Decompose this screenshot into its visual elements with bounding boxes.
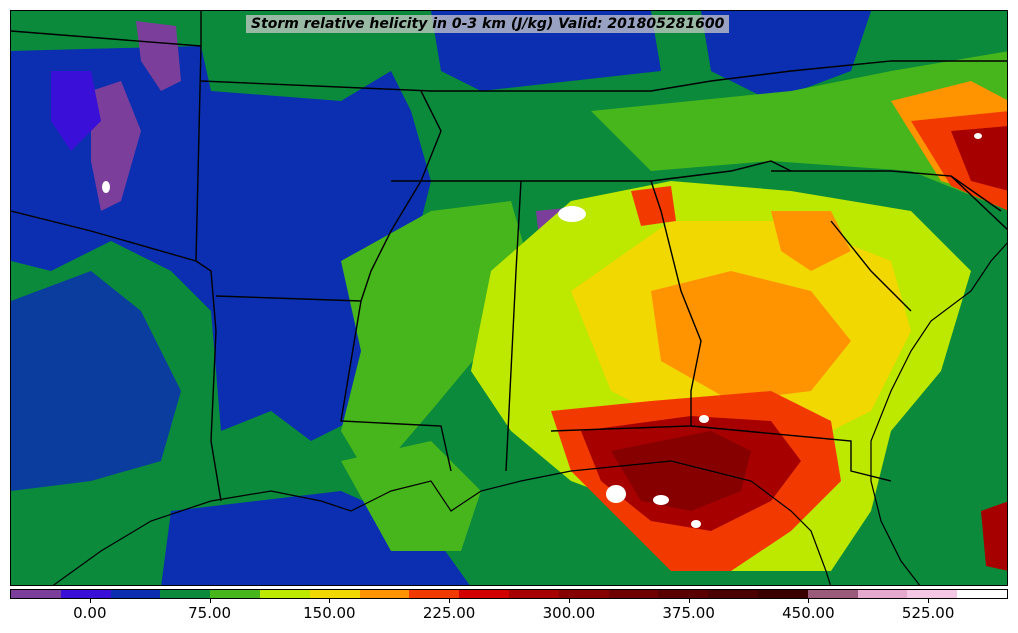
field-lightgreen-1 [341, 201, 531, 481]
colorbar-segment [60, 590, 111, 598]
colorbar-tick-mark [688, 599, 690, 603]
field-white-5 [102, 181, 110, 193]
colorbar-segment [907, 590, 958, 598]
field-blue-east [701, 11, 871, 101]
colorbar-segment [807, 590, 858, 598]
field-orange-1 [651, 271, 851, 401]
field-red-2 [631, 186, 676, 226]
atlantic-coast [870, 242, 1007, 585]
field-blue-2 [11, 271, 181, 491]
colorbar-tick-label: 375.00 [662, 604, 715, 622]
colorbar-segment [110, 590, 161, 598]
field-orange-2 [771, 211, 851, 271]
colorbar-segment [160, 590, 211, 598]
colorbar-segment [508, 590, 559, 598]
colorbar-segment [608, 590, 659, 598]
field-purple-2 [136, 21, 181, 91]
colorbar-tick-mark [209, 599, 211, 603]
colorbar-segment [210, 590, 260, 598]
colorbar-segment [757, 590, 808, 598]
field-lightgreen-2 [591, 51, 1007, 211]
colorbar-tick-mark [449, 599, 451, 603]
colorbar-tick-mark [808, 599, 810, 603]
state-borders [11, 11, 1007, 502]
field-purple-4 [51, 71, 101, 151]
field-white-4 [558, 206, 586, 222]
colorbar-tick-label: 75.00 [188, 604, 232, 622]
field-white-3 [699, 415, 709, 423]
field-white-6 [974, 133, 982, 139]
colorbar-ticks: 0.00 75.00 150.00 225.00 300.00 375.00 450.00 5… [10, 599, 1008, 629]
colorbar-segment [459, 590, 509, 598]
helicity-map [11, 11, 1007, 585]
colorbar-segment [11, 590, 61, 598]
map-title: Storm relative helicity in 0-3 km (J/kg)… [246, 15, 730, 33]
colorbar-tick-mark [928, 599, 930, 603]
colorbar-segment [708, 590, 758, 598]
colorbar-segment [857, 590, 908, 598]
field-white-1 [606, 485, 626, 503]
colorbar-tick-label: 300.00 [542, 604, 596, 622]
field-darkred-2 [611, 431, 751, 511]
colorbar-segment [658, 590, 709, 598]
field-lightgreen-3 [341, 441, 481, 551]
colorbar [10, 589, 1008, 599]
colorbar-tick-label: 150.00 [303, 604, 356, 622]
colorbar-segment [259, 590, 310, 598]
colorbar-tick-label: 225.00 [422, 604, 476, 622]
field-purple-1 [91, 81, 141, 211]
field-white-7 [691, 520, 701, 528]
field-darkred-3 [951, 126, 1007, 191]
colorbar-segment [309, 590, 360, 598]
colorbar-tick-label: 450.00 [782, 604, 835, 622]
colorbar-tick-mark [568, 599, 570, 603]
colorbar-tick-mark [329, 599, 331, 603]
field-white-2 [653, 495, 669, 505]
colorbar-segment [359, 590, 410, 598]
colorbar-segment [409, 590, 460, 598]
colorbar-segment [957, 590, 1007, 598]
field-darkred-4 [981, 501, 1007, 571]
map-panel [10, 10, 1008, 586]
colorbar-segment [558, 590, 609, 598]
colorbar-tick-mark [89, 599, 91, 603]
colorbar-tick-label: 0.00 [73, 604, 107, 622]
coastline [52, 460, 832, 585]
colorbar-tick-label: 525.00 [901, 604, 955, 622]
